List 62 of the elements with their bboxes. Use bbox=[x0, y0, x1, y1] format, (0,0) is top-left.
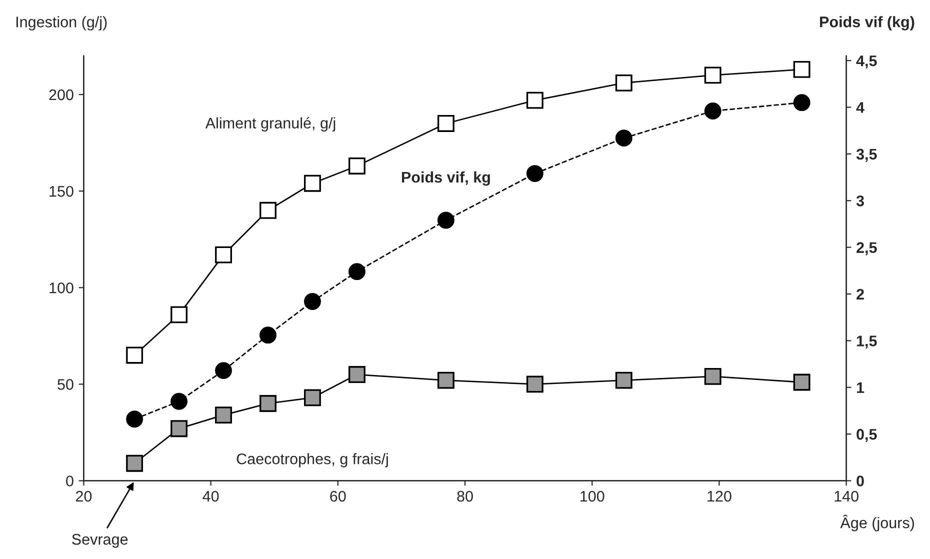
point bbox=[260, 202, 276, 219]
x-axis-title: Âge (jours) bbox=[840, 514, 914, 532]
point bbox=[126, 454, 144, 472]
y2-tick-label: 3,5 bbox=[856, 148, 877, 162]
point bbox=[615, 130, 632, 147]
y2-tick-label: 2,5 bbox=[856, 242, 877, 256]
point bbox=[304, 389, 321, 406]
point bbox=[793, 374, 810, 391]
y-tick-label: 50 bbox=[58, 379, 74, 390]
point bbox=[215, 246, 232, 264]
point bbox=[437, 212, 454, 229]
point bbox=[793, 60, 810, 78]
y-tick-label: 200 bbox=[49, 89, 74, 100]
y2-tick-label: 1,5 bbox=[856, 336, 877, 349]
point bbox=[348, 263, 366, 280]
x-tick-label: 20 bbox=[76, 490, 92, 502]
text: Caecotrophes, g frais/j bbox=[236, 453, 388, 468]
point bbox=[437, 115, 454, 132]
point bbox=[437, 372, 454, 389]
x-tick-label: 120 bbox=[708, 490, 732, 502]
point bbox=[126, 346, 144, 364]
point bbox=[304, 292, 321, 310]
point bbox=[526, 165, 544, 182]
point bbox=[704, 66, 722, 84]
point bbox=[615, 372, 632, 389]
y2-tick-label: 4 bbox=[856, 102, 864, 113]
y2-tick-label: 4,5 bbox=[856, 56, 877, 68]
point bbox=[348, 366, 366, 384]
x-tick-label: 80 bbox=[457, 490, 473, 502]
x-tick-label: 140 bbox=[834, 490, 858, 502]
series-label: Poids vif, kg bbox=[402, 171, 490, 186]
y2-tick-label: 0 bbox=[856, 476, 864, 486]
y2-tick-label: 1 bbox=[856, 382, 864, 393]
point bbox=[170, 420, 188, 438]
y-tick-label: 0 bbox=[66, 476, 74, 486]
point bbox=[526, 376, 544, 393]
point bbox=[260, 395, 276, 412]
point bbox=[704, 368, 722, 385]
point bbox=[304, 174, 321, 192]
point bbox=[215, 362, 232, 380]
y-tick-label: 150 bbox=[50, 186, 74, 197]
point bbox=[615, 74, 632, 92]
y-axis-title: Ingestion (g/j) bbox=[16, 16, 107, 30]
y2-tick-label: 0,5 bbox=[856, 428, 877, 442]
point bbox=[170, 306, 188, 324]
point bbox=[215, 406, 232, 424]
point bbox=[260, 326, 276, 344]
y2-tick-label: 2 bbox=[856, 288, 864, 300]
point bbox=[704, 102, 722, 120]
x-tick-label: 40 bbox=[202, 490, 219, 502]
text: Sevrage bbox=[72, 534, 128, 548]
point bbox=[348, 158, 366, 174]
y2-tick-label: 3 bbox=[856, 195, 864, 206]
x-tick-label: 60 bbox=[330, 490, 346, 502]
point bbox=[793, 94, 810, 112]
x-tick-label: 100 bbox=[580, 490, 604, 502]
series-label: Aliment granulé, g/j bbox=[205, 117, 336, 132]
y-tick-label: 100 bbox=[50, 282, 74, 294]
point bbox=[170, 392, 188, 410]
point bbox=[126, 410, 144, 428]
y2-axis-title: Poids vif (kg) bbox=[820, 16, 914, 30]
point bbox=[526, 92, 544, 109]
